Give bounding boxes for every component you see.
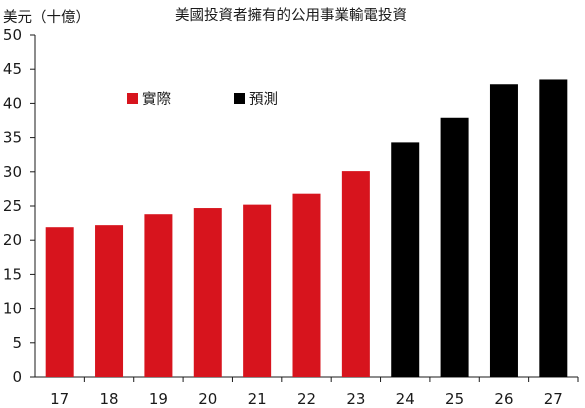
bar-22 xyxy=(292,193,321,377)
bar-25 xyxy=(440,117,469,377)
x-tick-label: 17 xyxy=(50,390,69,408)
y-tick-label: 0 xyxy=(12,368,22,386)
x-tick-label: 18 xyxy=(99,390,118,408)
y-tick-label: 10 xyxy=(3,300,22,318)
x-tick-label: 20 xyxy=(198,390,217,408)
y-tick-label: 50 xyxy=(3,26,22,44)
bars xyxy=(45,79,568,378)
bar-21 xyxy=(243,204,272,377)
legend-swatch-actual xyxy=(127,93,138,104)
x-axis: 17 18 19 20 21 22 23 24 25 26 27 xyxy=(50,377,579,408)
y-tick-label: 15 xyxy=(3,265,22,283)
legend-swatch-forecast xyxy=(234,93,245,104)
y-axis-label: 美元（十億） xyxy=(3,9,90,26)
x-tick-label: 19 xyxy=(149,390,168,408)
x-tick-label: 21 xyxy=(248,390,267,408)
bar-27 xyxy=(539,79,568,378)
legend-label-actual: 實際 xyxy=(142,90,171,108)
bar-20 xyxy=(193,208,222,377)
x-tick-label: 22 xyxy=(297,390,316,408)
y-axis: 0 5 10 15 20 25 30 35 40 45 50 xyxy=(3,26,35,386)
y-tick-label: 20 xyxy=(3,231,22,249)
legend: 實際 預測 xyxy=(127,90,278,108)
x-tick-label: 24 xyxy=(396,390,415,408)
bar-19 xyxy=(144,214,173,377)
bar-24 xyxy=(391,142,420,377)
y-tick-label: 25 xyxy=(3,197,22,215)
bar-26 xyxy=(489,84,518,378)
x-tick-label: 25 xyxy=(445,390,464,408)
y-tick-label: 5 xyxy=(12,334,22,352)
y-tick-label: 35 xyxy=(3,129,22,147)
y-tick-label: 45 xyxy=(3,60,22,78)
bar-23 xyxy=(341,171,370,377)
x-tick-label: 23 xyxy=(346,390,365,408)
legend-label-forecast: 預測 xyxy=(249,91,278,108)
y-tick-label: 40 xyxy=(3,94,22,112)
bar-17 xyxy=(45,227,74,377)
chart-title: 美國投資者擁有的公用事業輸電投資 xyxy=(175,7,407,24)
y-tick-label: 30 xyxy=(3,163,22,181)
bar-18 xyxy=(95,225,124,377)
x-tick-label: 26 xyxy=(494,390,513,408)
x-tick-label: 27 xyxy=(544,390,563,408)
